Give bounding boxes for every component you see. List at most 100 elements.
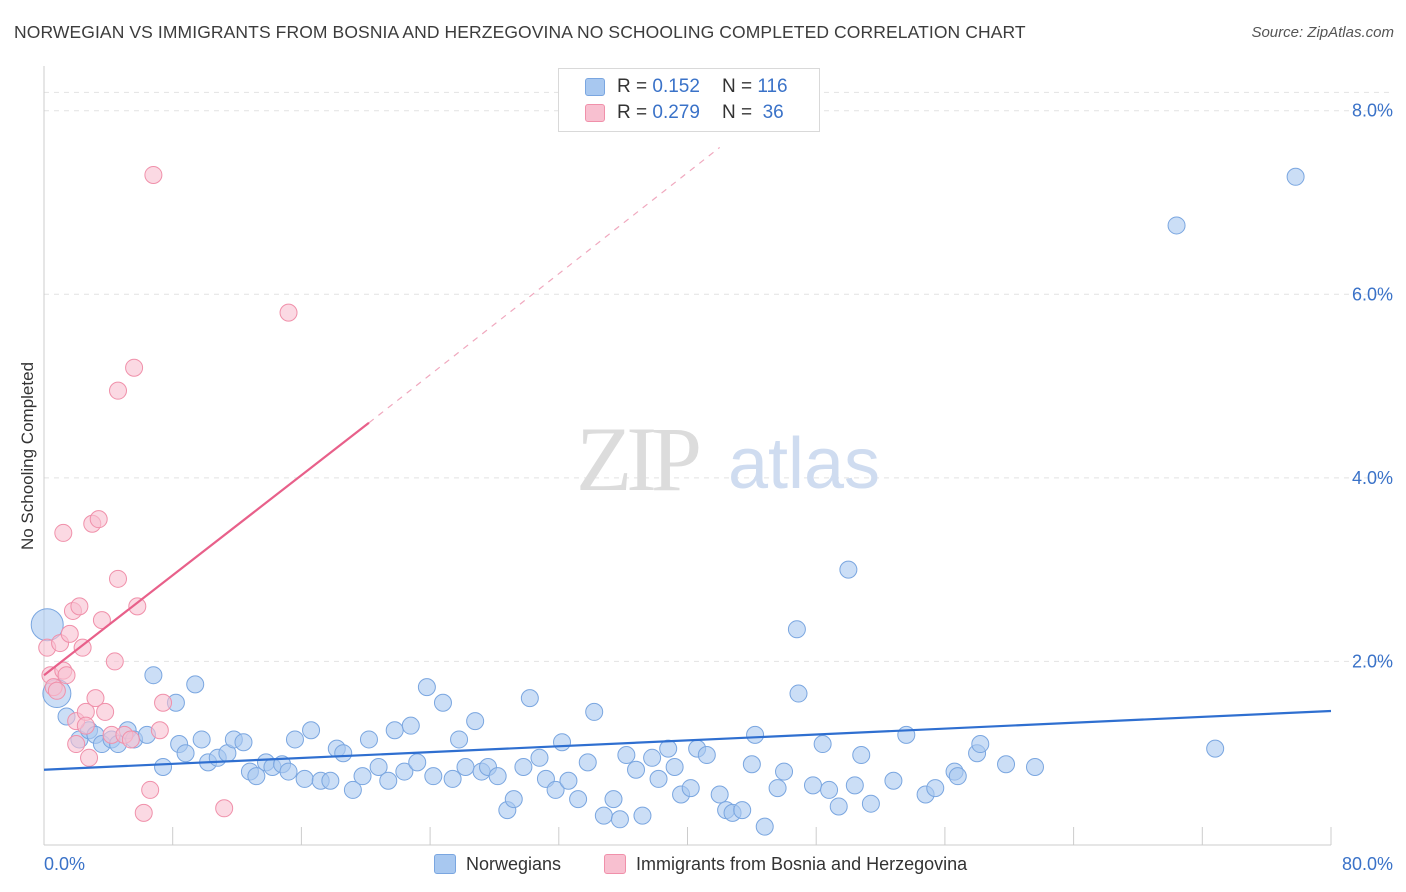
bosnia-point — [57, 666, 76, 685]
norwegian-point — [488, 767, 507, 786]
bosnia-point — [144, 165, 163, 184]
norwegian-point — [369, 757, 388, 776]
bosnia-point — [86, 689, 105, 708]
bosnia-point — [150, 721, 169, 740]
norwegian-point — [884, 771, 903, 790]
bosnia-point — [70, 597, 89, 616]
bottom-legend-bosnia: Immigrants from Bosnia and Herzegovina — [604, 852, 967, 876]
watermark-atlas: atlas — [728, 424, 880, 504]
bosnia-point — [128, 597, 147, 616]
norwegian-point — [604, 790, 623, 809]
bosnia-point — [279, 303, 298, 322]
norwegian-point — [633, 806, 652, 825]
norwegian-point — [746, 725, 765, 744]
tick-labels: 2.0% 4.0% 6.0% 8.0% 0.0% 80.0% — [44, 101, 1393, 874]
norwegian-point — [343, 780, 362, 799]
norwegian-point — [379, 771, 398, 790]
legend-n-value: 36 — [762, 102, 784, 123]
norwegian-point — [659, 739, 678, 758]
norwegian-point — [334, 744, 353, 763]
bosnia-point — [134, 803, 153, 822]
bosnia-point — [125, 358, 144, 377]
norwegian-point — [514, 757, 533, 776]
norwegian-point — [768, 779, 787, 798]
axes — [43, 66, 1332, 846]
norwegian-point — [247, 767, 266, 786]
norwegian-point — [617, 746, 636, 765]
norwegian-point — [852, 746, 871, 765]
y-axis-label: No Schooling Completed — [18, 361, 37, 551]
bosnia-point — [60, 624, 79, 643]
norwegian-point — [643, 748, 662, 767]
norwegian-point — [234, 733, 253, 752]
norwegian-point — [1286, 167, 1305, 186]
norwegian-point — [803, 776, 822, 795]
bosnia-point — [96, 702, 115, 721]
legend-r-label: R = — [617, 102, 648, 123]
bottom-legend-swatch-norwegians — [434, 854, 456, 874]
norwegian-point — [359, 730, 378, 749]
data-points — [30, 165, 1305, 836]
norwegian-point — [186, 675, 205, 694]
norwegian-point — [897, 725, 916, 744]
y-tick-label: 6.0% — [1352, 284, 1393, 304]
bosnia-point — [80, 748, 99, 767]
norwegian-point — [710, 785, 729, 804]
y-tick-label: 4.0% — [1352, 468, 1393, 488]
norwegian-point — [433, 693, 452, 712]
bosnia-point — [215, 799, 234, 818]
norwegian-point — [401, 716, 420, 735]
trend-lines — [43, 146, 1332, 771]
x-tick-label-max: 80.0% — [1342, 854, 1393, 874]
trend-line-bosnia-extension — [368, 146, 721, 424]
norwegian-point — [733, 801, 752, 820]
source-label: Source: ZipAtlas.com — [1251, 24, 1394, 41]
correlation-legend: R = 0.152 N = 116 R = 0.279 N = 36 — [558, 68, 820, 132]
norwegian-point — [553, 733, 572, 752]
norwegian-point — [176, 744, 195, 763]
norwegian-point — [787, 620, 806, 639]
norwegian-point — [845, 776, 864, 795]
norwegian-point — [861, 794, 880, 813]
norwegian-point — [1206, 739, 1225, 758]
norwegian-point — [456, 757, 475, 776]
norwegian-point — [1025, 757, 1044, 776]
norwegian-point — [585, 702, 604, 721]
norwegian-point — [594, 806, 613, 825]
norwegian-point — [569, 790, 588, 809]
x-tick-label-min: 0.0% — [44, 854, 85, 874]
norwegian-point — [665, 757, 684, 776]
legend-r-label: R = — [617, 76, 648, 97]
norwegian-point — [385, 721, 404, 740]
norwegian-point — [681, 779, 700, 798]
bottom-legend-label-norwegians: Norwegians — [466, 853, 562, 874]
norwegian-point — [546, 780, 565, 799]
bosnia-point — [121, 730, 140, 749]
norwegian-point — [417, 678, 436, 697]
norwegian-point — [530, 748, 549, 767]
legend-swatch-bosnia — [585, 104, 605, 122]
norwegian-point — [997, 755, 1016, 774]
bosnia-point — [92, 611, 111, 630]
norwegian-point — [144, 666, 163, 685]
norwegian-point — [649, 769, 668, 788]
y-tick-label: 8.0% — [1352, 101, 1393, 121]
bosnia-point — [109, 569, 128, 588]
norwegian-point — [279, 762, 298, 781]
norwegian-point — [285, 730, 304, 749]
norwegian-point — [755, 817, 774, 836]
norwegian-point — [775, 762, 794, 781]
norwegian-point — [742, 755, 761, 774]
y-tick-label: 2.0% — [1352, 651, 1393, 671]
norwegian-point — [192, 730, 211, 749]
chart-title: NORWEGIAN VS IMMIGRANTS FROM BOSNIA AND … — [14, 22, 1026, 42]
norwegian-point — [424, 767, 443, 786]
legend-n-label: N = — [721, 102, 753, 123]
bottom-legend-norwegians: Norwegians — [434, 852, 561, 876]
norwegian-point — [559, 771, 578, 790]
legend-swatch-norwegians — [585, 78, 605, 96]
grid-lines — [44, 91, 1392, 662]
norwegian-point — [829, 797, 848, 816]
norwegian-point — [443, 769, 462, 788]
